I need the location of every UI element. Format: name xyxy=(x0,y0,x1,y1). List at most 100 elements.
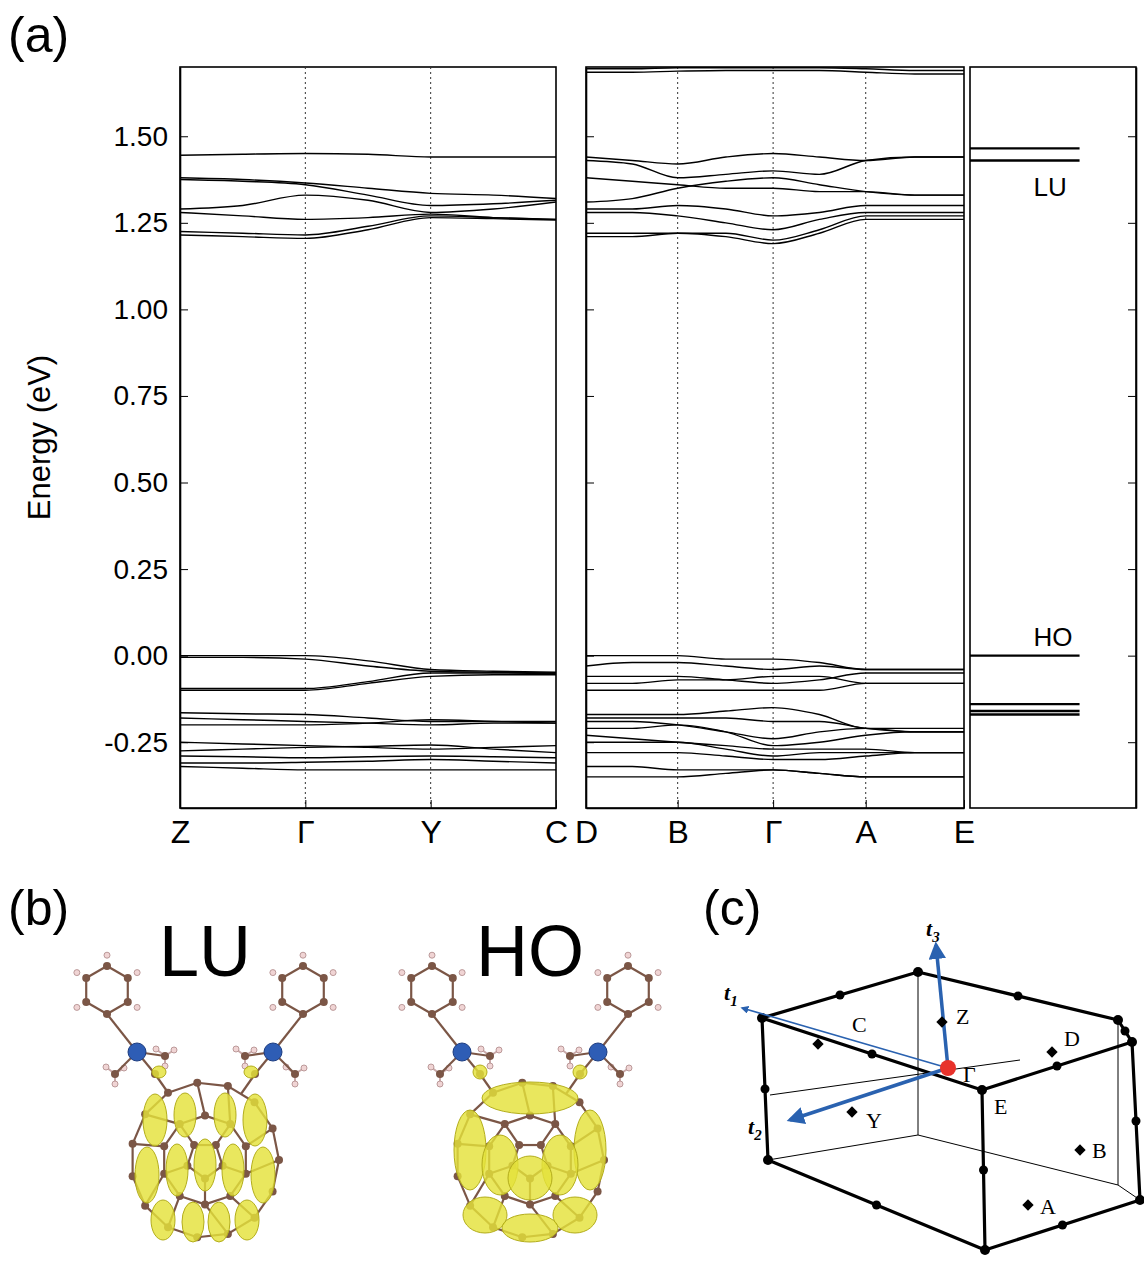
carbon-atom xyxy=(449,998,457,1006)
hydrogen-atom xyxy=(233,1046,239,1052)
band-line xyxy=(180,718,556,725)
y-tick: 1.50 xyxy=(114,121,189,152)
hydrogen-atom xyxy=(576,1047,582,1053)
carbon-atom xyxy=(103,962,111,970)
bond xyxy=(197,1083,205,1116)
band-line xyxy=(586,673,964,683)
x-tick-label: A xyxy=(856,814,878,850)
orbital-lobe xyxy=(553,1197,597,1233)
hydrogen-atom xyxy=(270,1004,276,1010)
level-line xyxy=(970,703,1080,705)
nitrogen-atom xyxy=(128,1043,146,1061)
molecule xyxy=(399,952,661,1242)
carbon-atom xyxy=(407,974,415,982)
y-tick: 1.00 xyxy=(114,294,189,325)
panel-0: ZΓYC-0.250.000.250.500.751.001.251.50Ene… xyxy=(22,67,568,850)
x-tick-label: E xyxy=(954,814,975,850)
y-tick: 0.50 xyxy=(114,467,189,498)
band-line xyxy=(180,180,556,206)
bond xyxy=(132,1144,134,1176)
bz-edge-point xyxy=(836,991,845,1000)
orbital-lobe xyxy=(182,1202,204,1242)
hydrogen-atom xyxy=(153,1046,159,1052)
y-tick xyxy=(586,309,594,310)
carbon-atom xyxy=(193,1079,201,1087)
hydrogen-atom xyxy=(655,970,661,976)
bz-edge xyxy=(762,972,918,1018)
bz-edge xyxy=(982,1042,1132,1090)
axis-line xyxy=(180,68,182,809)
nitrogen-atom xyxy=(264,1043,282,1061)
band-line xyxy=(586,154,964,164)
tick-mark xyxy=(180,396,188,397)
band-line xyxy=(180,657,556,673)
axis-line xyxy=(587,808,965,810)
tick-mark xyxy=(586,483,594,484)
orbital-lobe xyxy=(502,1214,558,1242)
axis-line xyxy=(586,68,588,809)
bond xyxy=(273,1128,279,1160)
band-line xyxy=(180,195,556,212)
x-tick: Γ xyxy=(765,800,783,850)
orbital-label: LU xyxy=(159,911,251,991)
molecule xyxy=(74,952,336,1242)
bz-edge xyxy=(985,1200,1140,1250)
level-line xyxy=(970,710,1080,712)
grid-line xyxy=(865,67,866,808)
carbon-atom xyxy=(616,1070,624,1078)
y-tick: 0.00 xyxy=(114,640,189,671)
bz-vertex xyxy=(977,1085,987,1095)
orbital-lobe xyxy=(166,1144,188,1196)
y-tick-label: 0.00 xyxy=(114,640,169,671)
y-tick xyxy=(1128,309,1136,310)
y-tick xyxy=(1128,483,1136,484)
carbon-atom xyxy=(501,1120,509,1128)
carbon-atom xyxy=(160,1142,168,1150)
tick-mark xyxy=(1128,569,1136,570)
vector-label: t1 xyxy=(724,980,738,1009)
hydrogen-atom xyxy=(301,1065,307,1071)
x-tick: B xyxy=(667,800,688,850)
y-tick-label: 0.25 xyxy=(114,554,169,585)
orbital-lobe xyxy=(222,1144,244,1196)
carbon-atom xyxy=(436,1070,444,1078)
band-line xyxy=(586,742,964,756)
bz-edge-point xyxy=(872,1201,881,1210)
y-tick-label: 0.75 xyxy=(114,380,169,411)
tick-mark xyxy=(1128,223,1136,224)
band-line xyxy=(586,178,964,195)
bz-point-label: Z xyxy=(956,1004,969,1029)
tick-mark xyxy=(1128,483,1136,484)
hydrogen-atom xyxy=(626,1065,632,1071)
y-tick-label: 0.50 xyxy=(114,467,169,498)
levels xyxy=(970,148,1080,714)
carbon-atom xyxy=(551,1120,559,1128)
hydrogen-atom xyxy=(478,1046,484,1052)
y-tick: 0.75 xyxy=(114,380,189,411)
carbon-atom xyxy=(242,1142,250,1150)
bond xyxy=(168,1083,197,1093)
y-tick xyxy=(586,136,594,137)
carbon-atom xyxy=(428,962,436,970)
tick-mark xyxy=(678,800,679,808)
bz-point-label: A xyxy=(1040,1194,1056,1219)
carbon-atom xyxy=(603,974,611,982)
carbon-atom xyxy=(449,974,457,982)
plot-frame xyxy=(970,67,1136,808)
bz-edge xyxy=(1132,1042,1140,1200)
bz-special-point xyxy=(812,1038,823,1049)
band-line xyxy=(586,656,964,670)
tick-mark xyxy=(586,136,594,137)
bands xyxy=(586,68,964,777)
hydrogen-atom xyxy=(112,1081,118,1087)
tick-mark xyxy=(305,800,306,808)
tick-mark xyxy=(180,136,188,137)
carbon-atom xyxy=(278,974,286,982)
tick-mark xyxy=(586,309,594,310)
tick-mark xyxy=(180,223,188,224)
orbital-lobe xyxy=(244,1066,258,1078)
x-tick-label: D xyxy=(575,814,598,850)
panel-2: LUHO xyxy=(970,67,1137,809)
carbon-atom xyxy=(515,1141,523,1149)
x-tick-label: C xyxy=(545,814,568,850)
